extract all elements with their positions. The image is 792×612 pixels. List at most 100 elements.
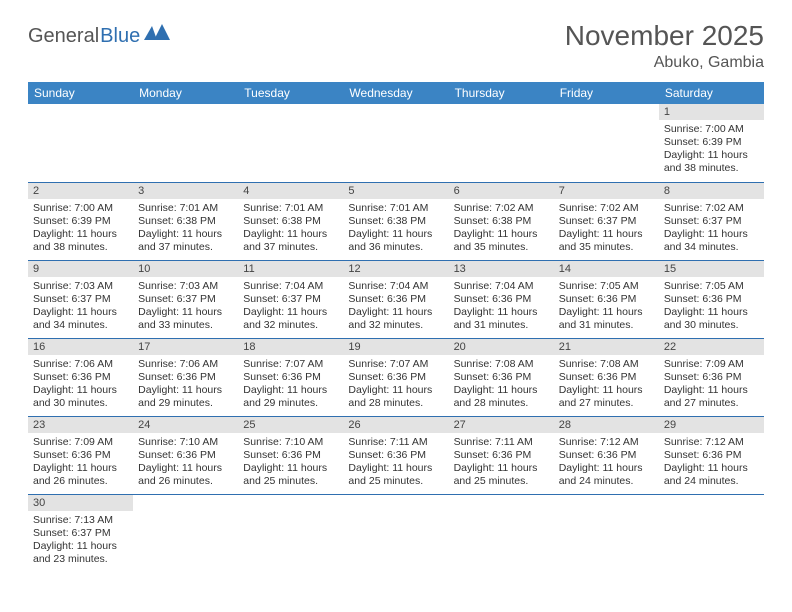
calendar-day-empty <box>238 104 343 182</box>
day-details: Sunrise: 7:13 AMSunset: 6:37 PMDaylight:… <box>28 511 133 570</box>
calendar-day: 24Sunrise: 7:10 AMSunset: 6:36 PMDayligh… <box>133 416 238 494</box>
calendar-week: 16Sunrise: 7:06 AMSunset: 6:36 PMDayligh… <box>28 338 764 416</box>
calendar-week: 23Sunrise: 7:09 AMSunset: 6:36 PMDayligh… <box>28 416 764 494</box>
calendar-day: 10Sunrise: 7:03 AMSunset: 6:37 PMDayligh… <box>133 260 238 338</box>
calendar-week: 2Sunrise: 7:00 AMSunset: 6:39 PMDaylight… <box>28 182 764 260</box>
calendar-day: 12Sunrise: 7:04 AMSunset: 6:36 PMDayligh… <box>343 260 448 338</box>
day-number: 20 <box>449 339 554 355</box>
calendar-table: SundayMondayTuesdayWednesdayThursdayFrid… <box>28 82 764 572</box>
calendar-day-empty <box>343 104 448 182</box>
calendar-day: 27Sunrise: 7:11 AMSunset: 6:36 PMDayligh… <box>449 416 554 494</box>
calendar-day: 28Sunrise: 7:12 AMSunset: 6:36 PMDayligh… <box>554 416 659 494</box>
calendar-day-empty <box>554 104 659 182</box>
calendar-day: 6Sunrise: 7:02 AMSunset: 6:38 PMDaylight… <box>449 182 554 260</box>
day-details: Sunrise: 7:06 AMSunset: 6:36 PMDaylight:… <box>133 355 238 414</box>
logo-text-blue: Blue <box>100 25 140 48</box>
location: Abuko, Gambia <box>565 54 764 72</box>
weekday-header: Friday <box>554 82 659 104</box>
calendar-day: 13Sunrise: 7:04 AMSunset: 6:36 PMDayligh… <box>449 260 554 338</box>
day-details: Sunrise: 7:02 AMSunset: 6:37 PMDaylight:… <box>659 199 764 258</box>
weekday-header: Thursday <box>449 82 554 104</box>
day-details: Sunrise: 7:10 AMSunset: 6:36 PMDaylight:… <box>238 433 343 492</box>
day-number: 15 <box>659 261 764 277</box>
day-number: 18 <box>238 339 343 355</box>
day-details: Sunrise: 7:10 AMSunset: 6:36 PMDaylight:… <box>133 433 238 492</box>
day-details: Sunrise: 7:11 AMSunset: 6:36 PMDaylight:… <box>343 433 448 492</box>
day-number: 26 <box>343 417 448 433</box>
calendar-day: 30Sunrise: 7:13 AMSunset: 6:37 PMDayligh… <box>28 494 133 572</box>
calendar-day-empty <box>133 494 238 572</box>
header: GeneralBlue November 2025 Abuko, Gambia <box>28 20 764 72</box>
calendar-day-empty <box>449 494 554 572</box>
day-details: Sunrise: 7:08 AMSunset: 6:36 PMDaylight:… <box>554 355 659 414</box>
day-number: 25 <box>238 417 343 433</box>
weekday-header: Monday <box>133 82 238 104</box>
day-number: 17 <box>133 339 238 355</box>
title-block: November 2025 Abuko, Gambia <box>565 20 764 72</box>
day-details: Sunrise: 7:00 AMSunset: 6:39 PMDaylight:… <box>28 199 133 258</box>
day-details: Sunrise: 7:06 AMSunset: 6:36 PMDaylight:… <box>28 355 133 414</box>
day-number: 12 <box>343 261 448 277</box>
day-details: Sunrise: 7:12 AMSunset: 6:36 PMDaylight:… <box>659 433 764 492</box>
calendar-day: 14Sunrise: 7:05 AMSunset: 6:36 PMDayligh… <box>554 260 659 338</box>
weekday-header: Sunday <box>28 82 133 104</box>
calendar-day: 26Sunrise: 7:11 AMSunset: 6:36 PMDayligh… <box>343 416 448 494</box>
day-number: 14 <box>554 261 659 277</box>
day-details: Sunrise: 7:01 AMSunset: 6:38 PMDaylight:… <box>343 199 448 258</box>
calendar-day-empty <box>449 104 554 182</box>
day-number: 11 <box>238 261 343 277</box>
day-number: 28 <box>554 417 659 433</box>
day-number: 30 <box>28 495 133 511</box>
month-title: November 2025 <box>565 20 764 52</box>
day-number: 27 <box>449 417 554 433</box>
calendar-day: 7Sunrise: 7:02 AMSunset: 6:37 PMDaylight… <box>554 182 659 260</box>
weekday-header-row: SundayMondayTuesdayWednesdayThursdayFrid… <box>28 82 764 104</box>
day-number: 8 <box>659 183 764 199</box>
day-number: 2 <box>28 183 133 199</box>
day-number: 9 <box>28 261 133 277</box>
day-number: 22 <box>659 339 764 355</box>
day-details: Sunrise: 7:00 AMSunset: 6:39 PMDaylight:… <box>659 120 764 179</box>
day-details: Sunrise: 7:02 AMSunset: 6:38 PMDaylight:… <box>449 199 554 258</box>
day-number: 5 <box>343 183 448 199</box>
calendar-week: 30Sunrise: 7:13 AMSunset: 6:37 PMDayligh… <box>28 494 764 572</box>
day-number: 6 <box>449 183 554 199</box>
day-number: 29 <box>659 417 764 433</box>
calendar-day: 16Sunrise: 7:06 AMSunset: 6:36 PMDayligh… <box>28 338 133 416</box>
calendar-day: 9Sunrise: 7:03 AMSunset: 6:37 PMDaylight… <box>28 260 133 338</box>
calendar-day-empty <box>554 494 659 572</box>
day-details: Sunrise: 7:09 AMSunset: 6:36 PMDaylight:… <box>659 355 764 414</box>
calendar-day: 22Sunrise: 7:09 AMSunset: 6:36 PMDayligh… <box>659 338 764 416</box>
calendar-week: 9Sunrise: 7:03 AMSunset: 6:37 PMDaylight… <box>28 260 764 338</box>
calendar-day: 8Sunrise: 7:02 AMSunset: 6:37 PMDaylight… <box>659 182 764 260</box>
calendar-day: 15Sunrise: 7:05 AMSunset: 6:36 PMDayligh… <box>659 260 764 338</box>
calendar-day-empty <box>343 494 448 572</box>
day-number: 7 <box>554 183 659 199</box>
calendar-day: 11Sunrise: 7:04 AMSunset: 6:37 PMDayligh… <box>238 260 343 338</box>
day-number: 13 <box>449 261 554 277</box>
calendar-day: 19Sunrise: 7:07 AMSunset: 6:36 PMDayligh… <box>343 338 448 416</box>
calendar-day: 20Sunrise: 7:08 AMSunset: 6:36 PMDayligh… <box>449 338 554 416</box>
calendar-day-empty <box>133 104 238 182</box>
day-details: Sunrise: 7:01 AMSunset: 6:38 PMDaylight:… <box>133 199 238 258</box>
day-details: Sunrise: 7:04 AMSunset: 6:36 PMDaylight:… <box>449 277 554 336</box>
logo: GeneralBlue <box>28 24 170 48</box>
weekday-header: Tuesday <box>238 82 343 104</box>
logo-text-general: General <box>28 25 99 48</box>
calendar-day: 18Sunrise: 7:07 AMSunset: 6:36 PMDayligh… <box>238 338 343 416</box>
day-details: Sunrise: 7:01 AMSunset: 6:38 PMDaylight:… <box>238 199 343 258</box>
weekday-header: Wednesday <box>343 82 448 104</box>
weekday-header: Saturday <box>659 82 764 104</box>
calendar-day: 4Sunrise: 7:01 AMSunset: 6:38 PMDaylight… <box>238 182 343 260</box>
calendar-week: 1Sunrise: 7:00 AMSunset: 6:39 PMDaylight… <box>28 104 764 182</box>
calendar-day-empty <box>659 494 764 572</box>
calendar-day: 5Sunrise: 7:01 AMSunset: 6:38 PMDaylight… <box>343 182 448 260</box>
day-details: Sunrise: 7:03 AMSunset: 6:37 PMDaylight:… <box>133 277 238 336</box>
calendar-day: 3Sunrise: 7:01 AMSunset: 6:38 PMDaylight… <box>133 182 238 260</box>
calendar-day: 2Sunrise: 7:00 AMSunset: 6:39 PMDaylight… <box>28 182 133 260</box>
calendar-day-empty <box>238 494 343 572</box>
day-number: 3 <box>133 183 238 199</box>
flag-icon <box>144 24 170 48</box>
day-number: 23 <box>28 417 133 433</box>
day-details: Sunrise: 7:07 AMSunset: 6:36 PMDaylight:… <box>238 355 343 414</box>
